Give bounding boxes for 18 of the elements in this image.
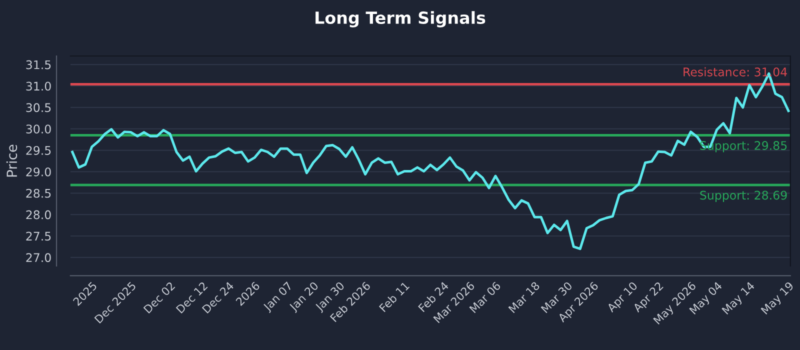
y-tick-label: 28.5 bbox=[26, 188, 51, 198]
y-tick-label: 30.5 bbox=[26, 103, 51, 112]
x-tick-label: Feb 11 bbox=[378, 281, 410, 312]
y-tick-label: 29.0 bbox=[26, 167, 51, 176]
x-tick-label: Mar 18 bbox=[508, 281, 540, 314]
chart-title: Long Term Signals bbox=[316, 11, 486, 28]
ref-line-label: Support: 29.85 bbox=[700, 141, 787, 152]
y-tick-label: 27.5 bbox=[26, 232, 51, 241]
y-axis-title: Price bbox=[6, 144, 18, 177]
y-tick-label: 29.5 bbox=[26, 146, 51, 155]
y-tick-label: 28.0 bbox=[26, 210, 51, 220]
ref-line-label: Resistance: 31.04 bbox=[684, 67, 787, 76]
y-tick-label: 31.5 bbox=[26, 60, 51, 70]
y-tick-label: 30.0 bbox=[26, 124, 51, 134]
y-tick-label: 27.0 bbox=[26, 253, 51, 262]
y-tick-label: 31.0 bbox=[26, 82, 51, 91]
ref-line-label: Support: 28.69 bbox=[700, 190, 787, 202]
x-tick-label: Dec 02 bbox=[143, 282, 176, 314]
